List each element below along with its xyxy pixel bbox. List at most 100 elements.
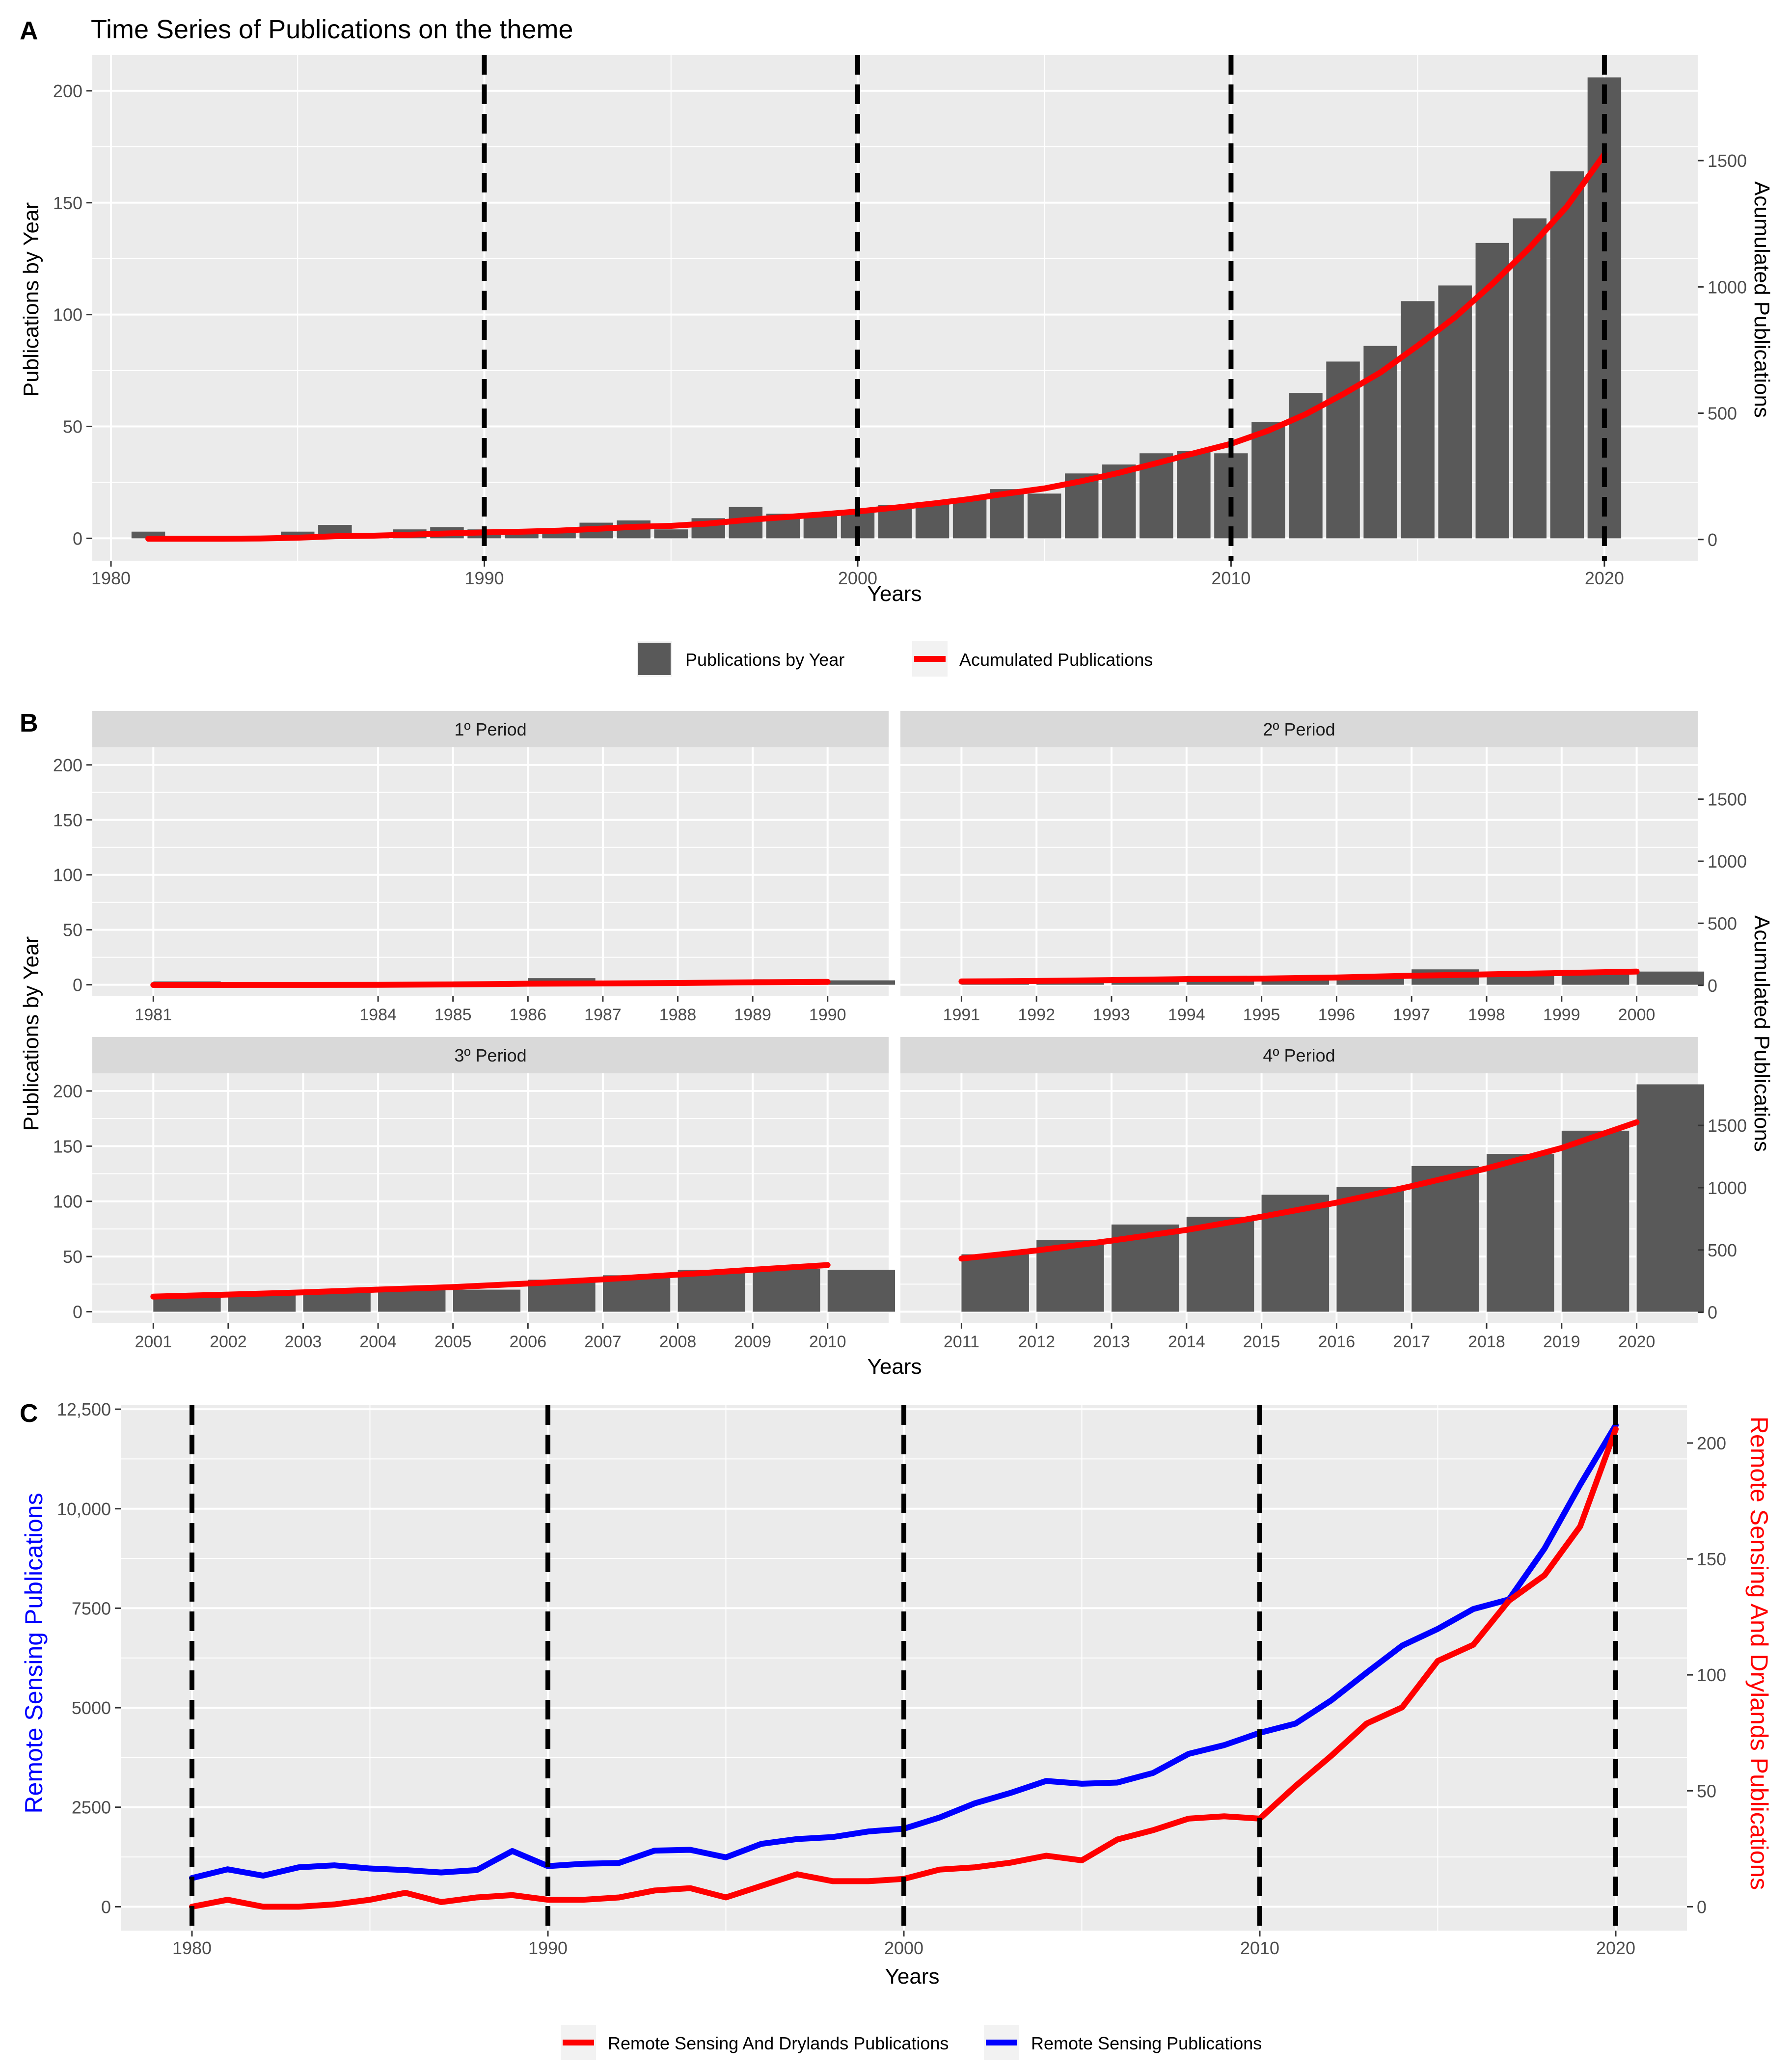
c-rs-drylands-point: [867, 1880, 870, 1883]
legend-a-label-line: Acumulated Publications: [959, 650, 1153, 670]
b-y2-tick-label: 1000: [1708, 1178, 1747, 1198]
b-accumulated-line: [150, 979, 831, 988]
c-rs-point: [1543, 1547, 1546, 1550]
b-x-tick-label: 2000: [1618, 1006, 1655, 1024]
b-x-tick-label: 1996: [1318, 1006, 1356, 1024]
c-rs-drylands-point: [653, 1889, 656, 1892]
c-rs-point: [511, 1849, 514, 1853]
c-rs-point: [297, 1866, 300, 1869]
c-rs-point: [1330, 1699, 1332, 1702]
c-rs-point: [404, 1868, 407, 1872]
c-rs-drylands-point: [618, 1896, 621, 1899]
c-rs-point: [795, 1837, 799, 1841]
b-bar: [453, 1289, 521, 1312]
c-rs-drylands-point: [1222, 1815, 1226, 1818]
a-accumulated-line: [145, 151, 1607, 542]
c-y2-axis-title: Remote Sensing And Drylands Publications: [1745, 1417, 1773, 1890]
a-y2-tick-label: 500: [1708, 404, 1737, 424]
b-bar: [827, 1270, 896, 1312]
b-x-tick-label: 1997: [1393, 1006, 1430, 1024]
c-rs-drylands-point: [1009, 1861, 1012, 1864]
a-bar: [1251, 422, 1285, 539]
c-rs-point: [724, 1855, 728, 1859]
c-rs-point: [760, 1842, 763, 1846]
a-bar: [1513, 218, 1547, 539]
b-bar: [1487, 1154, 1554, 1312]
c-rs-point: [1151, 1772, 1155, 1774]
a-y-tick-label: 150: [53, 193, 82, 213]
b-y-tick-label: 200: [53, 1081, 82, 1101]
a-x-axis-title: Years: [868, 582, 922, 606]
b-y2-tick-label: 1000: [1708, 851, 1747, 872]
a-x-tick-label: 1980: [91, 568, 131, 588]
c-rs-point: [1222, 1744, 1226, 1747]
b-x-tick-label: 2017: [1393, 1333, 1430, 1351]
b-facet-plot-area: [92, 747, 889, 996]
b-x-tick-label: 1985: [434, 1006, 472, 1024]
b-y-axis-title: Publications by Year: [19, 936, 43, 1131]
legend-a-label-bars: Publications by Year: [685, 650, 844, 670]
c-rs-drylands-point: [760, 1884, 763, 1887]
panel-b-letter: B: [20, 709, 38, 737]
panel-a-letter: A: [20, 17, 38, 45]
b-x-tick-label: 2014: [1168, 1333, 1205, 1351]
b-y2-tick-label: 1500: [1708, 1116, 1747, 1136]
c-rs-drylands-point: [546, 1898, 549, 1902]
a-x-tick-label: 1990: [464, 568, 504, 588]
c-rs-point: [618, 1861, 621, 1865]
c-x-tick-label: 1980: [172, 1938, 212, 1958]
b-y-tick-label: 200: [53, 755, 82, 775]
b-x-tick-label: 2007: [584, 1333, 622, 1351]
a-y-tick-label: 0: [73, 528, 82, 548]
c-rs-drylands-point: [1507, 1599, 1511, 1603]
b-y-tick-label: 150: [53, 1136, 82, 1156]
b-accumulated-line: [958, 1119, 1640, 1262]
a-bar: [1027, 493, 1061, 539]
a-x-tick-label: 2000: [838, 568, 877, 588]
a-y-tick-label: 200: [53, 81, 82, 101]
line-points: [190, 1423, 1617, 1908]
c-rs-point: [831, 1835, 834, 1839]
b-accumulated-line: [150, 1262, 831, 1300]
b-y-tick-label: 0: [73, 1302, 82, 1322]
c-y2-tick-label: 200: [1697, 1433, 1726, 1453]
c-y-axis-title: Remote Sensing Publications: [20, 1493, 48, 1813]
c-rs-drylands-point: [475, 1896, 478, 1899]
c-rs-point: [1472, 1608, 1475, 1611]
b-x-tick-label: 2002: [210, 1333, 247, 1351]
a-x-tick-label: 2020: [1585, 568, 1624, 588]
c-rs-drylands-point: [262, 1905, 265, 1908]
a-y2-axis-title: Acumulated Publications: [1750, 181, 1774, 418]
b-y-tick-label: 50: [63, 920, 82, 940]
b-bar: [1336, 1187, 1404, 1312]
c-x-tick-label: 2000: [884, 1938, 923, 1958]
c-rs-point: [1578, 1483, 1582, 1487]
c-rs-drylands-point: [1187, 1817, 1190, 1820]
b-x-tick-label: 2015: [1243, 1333, 1280, 1351]
b-bar: [303, 1292, 371, 1312]
b-x-tick-label: 1993: [1093, 1006, 1130, 1024]
b-x-axis-title: Years: [868, 1355, 922, 1379]
c-y2-tick-label: 100: [1697, 1665, 1726, 1685]
a-bar: [952, 498, 987, 539]
c-rs-point: [226, 1868, 229, 1871]
c-rs-drylands-point: [582, 1898, 585, 1902]
b-x-tick-label: 2019: [1543, 1333, 1580, 1351]
a-bar: [1214, 453, 1248, 539]
b-y2-tick-label: 1500: [1708, 790, 1747, 810]
b-facet-label: 4º Period: [1263, 1045, 1335, 1065]
b-facet-strip: [900, 1037, 1698, 1073]
c-rs-drylands-point: [795, 1873, 799, 1876]
b-bar: [1561, 1130, 1629, 1312]
c-rs-point: [582, 1862, 585, 1865]
b-y-tick-label: 0: [73, 975, 82, 995]
b-bar: [1636, 971, 1705, 985]
b-y-tick-label: 150: [53, 810, 82, 830]
c-y-tick-label: 10,000: [57, 1499, 111, 1519]
c-rs-point: [475, 1868, 478, 1872]
b-y2-tick-label: 0: [1708, 1303, 1717, 1323]
b-y-tick-label: 100: [53, 865, 82, 885]
b-x-tick-label: 1989: [734, 1006, 771, 1024]
b-x-tick-label: 2011: [944, 1333, 979, 1351]
